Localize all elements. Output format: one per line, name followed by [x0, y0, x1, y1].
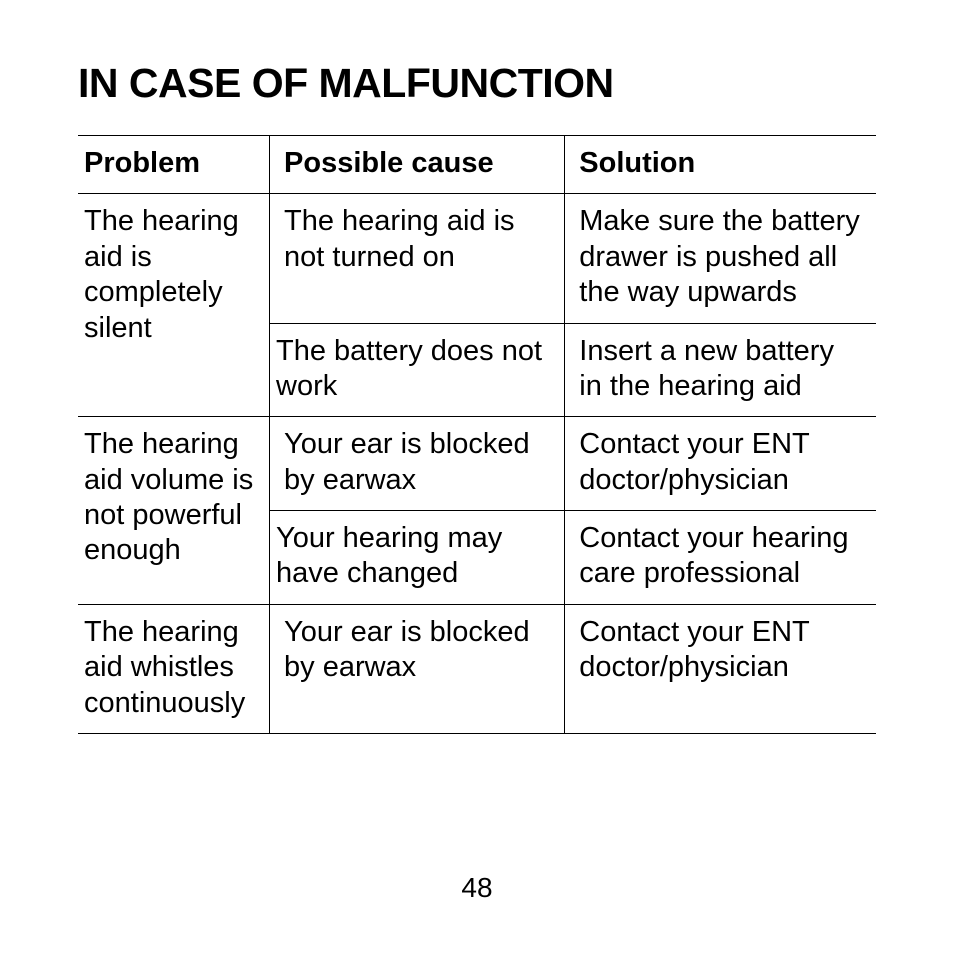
cell-solution: Contact your ENT doc­tor/physician	[565, 417, 876, 511]
cell-problem: The hearing aid is completely silent	[78, 194, 270, 417]
cell-cause: Your ear is blocked by earwax	[270, 417, 565, 511]
manual-page: IN CASE OF MALFUNCTION Problem Possible …	[0, 0, 954, 954]
cell-solution: Contact your ENT doc­tor/physician	[565, 604, 876, 733]
page-title: IN CASE OF MALFUNCTION	[78, 60, 876, 107]
table-row: The hearing aid is completely silent The…	[78, 194, 876, 323]
cell-problem: The hearing aid volume is not powerful e…	[78, 417, 270, 605]
cell-cause: The battery does not work	[270, 323, 565, 417]
cell-cause: The hearing aid is not turned on	[270, 194, 565, 323]
col-header-solution: Solution	[565, 136, 876, 194]
cell-solution: Insert a new battery in the hearing aid	[565, 323, 876, 417]
col-header-cause: Possible cause	[270, 136, 565, 194]
table-row: The hearing aid whistles continu­ously Y…	[78, 604, 876, 733]
table-row: The hearing aid volume is not powerful e…	[78, 417, 876, 511]
cell-cause: Your ear is blocked by earwax	[270, 604, 565, 733]
page-number: 48	[0, 872, 954, 904]
cell-problem: The hearing aid whistles continu­ously	[78, 604, 270, 733]
cell-solution: Contact your hearing care professional	[565, 511, 876, 605]
cell-cause: Your hearing may have changed	[270, 511, 565, 605]
troubleshooting-table: Problem Possible cause Solution The hear…	[78, 135, 876, 734]
col-header-problem: Problem	[78, 136, 270, 194]
cell-solution: Make sure the battery drawer is pushed a…	[565, 194, 876, 323]
table-header-row: Problem Possible cause Solution	[78, 136, 876, 194]
